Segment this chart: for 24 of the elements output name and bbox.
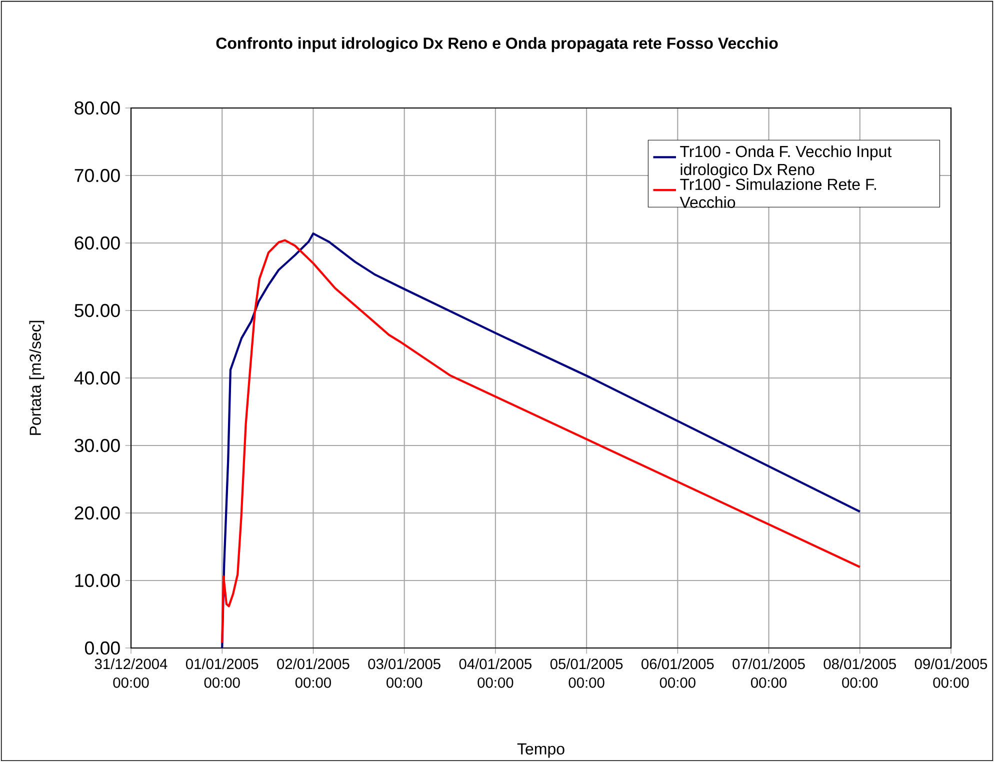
x-tick-label: 01/01/2005 00:00	[186, 658, 258, 688]
y-tick-label: 0.00	[85, 641, 120, 655]
x-tick-label: 05/01/2005 00:00	[550, 658, 623, 688]
x-tick-label: 04/01/2005 00:00	[459, 658, 532, 688]
y-tick-label: 80.00	[74, 101, 120, 115]
x-tick-label: 06/01/2005 00:00	[642, 658, 714, 688]
legend-label: Tr100 - Simulazione Rete F. Vecchio	[680, 178, 876, 208]
y-tick-label: 60.00	[74, 236, 120, 250]
y-tick-label: 20.00	[74, 506, 120, 520]
x-tick-label: 03/01/2005 00:00	[368, 658, 440, 688]
x-tick-label: 09/01/2005 00:00	[914, 658, 988, 688]
y-axis-title: Portata [m3/sec]	[29, 320, 44, 435]
x-tick-label: 07/01/2005 00:00	[732, 658, 805, 688]
y-tick-label: 50.00	[74, 304, 120, 318]
chart-title: Confronto input idrologico Dx Reno e Onda propagata rete Fosso Vecchio	[216, 37, 778, 52]
y-tick-label: 10.00	[75, 574, 120, 588]
y-tick-label: 30.00	[74, 438, 120, 452]
x-axis-title: Tempo	[517, 743, 564, 758]
y-tick-label: 70.00	[74, 168, 120, 182]
y-tick-label: 40.00	[74, 371, 120, 385]
x-tick-label: 02/01/2005 00:00	[277, 658, 350, 688]
legend-label: Tr100 - Onda F. Vecchio Input idrologico Dx Reno	[680, 145, 892, 178]
x-tick-label: 31/12/2004 00:00	[94, 658, 168, 688]
x-tick-label: 08/01/2005 00:00	[824, 658, 896, 688]
